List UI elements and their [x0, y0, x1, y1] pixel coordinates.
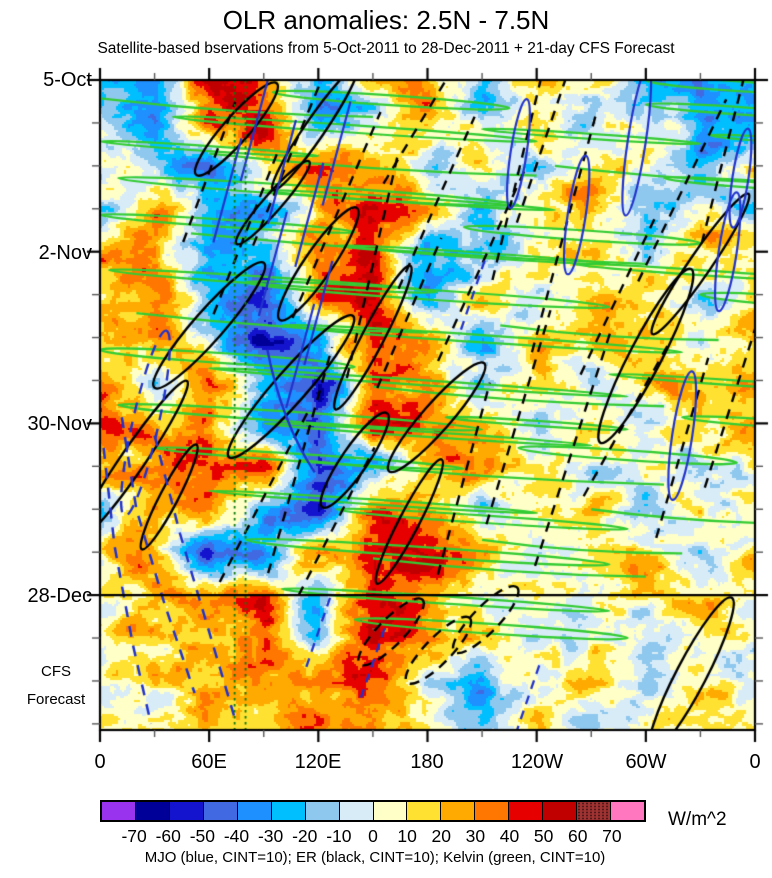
- cfs-label-line2: Forecast: [26, 691, 86, 708]
- colorbar-cell-8: [373, 802, 408, 820]
- x-tick-label-60e: 60E: [191, 751, 227, 773]
- y-tick-label-28-dec: 28-Dec: [27, 585, 92, 607]
- colorbar-tick-label: -70: [121, 826, 147, 846]
- colorbar-cell-14: [577, 802, 612, 820]
- x-tick-label-120w: 120W: [510, 751, 564, 773]
- colorbar-tick-label: -50: [189, 826, 216, 846]
- chart-subtitle: Satellite-based bservations from 5-Oct-2…: [97, 40, 675, 57]
- x-tick-label-180: 180: [410, 751, 444, 773]
- colorbar-cell-11: [475, 802, 510, 820]
- colorbar-tick-label: 0: [368, 826, 378, 846]
- colorbar-ticks: -70 -60 -50 -40 -30 -20 -10 0 10 20 30 40 50 60 70: [100, 826, 646, 848]
- x-tick-label-0a: 0: [94, 751, 106, 773]
- colorbar-tick-label: 10: [397, 826, 417, 846]
- colorbar-tick-label: -30: [257, 826, 284, 846]
- hovmoller-plot: [0, 0, 772, 792]
- colorbar-tick-label: -40: [223, 826, 250, 846]
- colorbar-cell-13: [543, 802, 578, 820]
- colorbar-tick-label: -10: [326, 826, 352, 846]
- colorbar-cell-1: [135, 802, 170, 820]
- y-tick-label-5-oct: 5-Oct: [43, 69, 92, 91]
- colorbar-cell-3: [203, 802, 238, 820]
- colorbar-unit: W/m^2: [668, 809, 727, 830]
- colorbar-tick-label: 20: [431, 826, 451, 846]
- chart-title: OLR anomalies: 2.5N - 7.5N: [222, 5, 550, 35]
- colorbar-cell-15: [611, 802, 644, 820]
- colorbar-cell-2: [169, 802, 204, 820]
- colorbar-cell-6: [305, 802, 340, 820]
- colorbar-tick-label: 70: [602, 826, 622, 846]
- y-tick-label-2-nov: 2-Nov: [38, 242, 92, 264]
- wave-legend-caption: MJO (blue, CINT=10); ER (black, CINT=10)…: [144, 849, 606, 866]
- colorbar: [100, 800, 646, 822]
- x-tick-label-60w: 60W: [625, 751, 667, 773]
- y-tick-label-30-nov: 30-Nov: [27, 413, 92, 435]
- colorbar-cell-7: [339, 802, 374, 820]
- colorbar-tick-label: 40: [499, 826, 520, 846]
- colorbar-tick-label: 60: [568, 826, 588, 846]
- colorbar-cell-5: [271, 802, 306, 820]
- cfs-label-line1: CFS: [41, 663, 71, 680]
- colorbar-cell-0: [102, 802, 136, 820]
- colorbar-cell-4: [237, 802, 272, 820]
- colorbar-tick-label: 30: [465, 826, 486, 846]
- colorbar-cell-10: [441, 802, 476, 820]
- x-tick-label-0b: 0: [749, 751, 761, 773]
- colorbar-cell-12: [509, 802, 544, 820]
- colorbar-tick-label: 50: [533, 826, 554, 846]
- colorbar-cell-9: [407, 802, 442, 820]
- colorbar-tick-label: -20: [292, 826, 318, 846]
- colorbar-tick-label: -60: [155, 826, 181, 846]
- x-tick-label-120e: 120E: [294, 751, 342, 773]
